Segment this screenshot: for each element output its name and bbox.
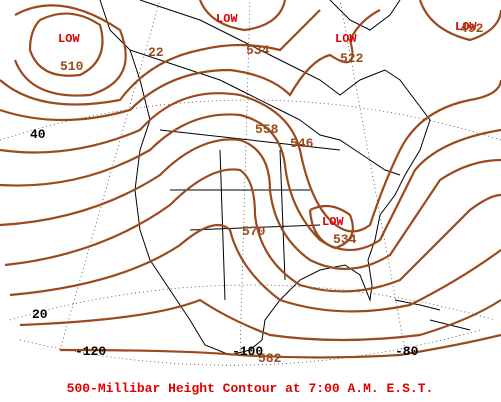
contour-label: 534	[246, 43, 270, 58]
grid-label: -80	[395, 344, 419, 359]
low-label: LOW	[58, 32, 80, 46]
contour-label: 582	[258, 351, 282, 366]
contour-label: 492	[460, 21, 484, 36]
contour-label: 534	[333, 232, 357, 247]
contour-label: 522	[340, 51, 364, 66]
low-label: LOW	[216, 12, 238, 26]
contour-label: 570	[242, 224, 266, 239]
grid-label: -120	[75, 344, 106, 359]
contour-labels: 510 22 534 522 492 558 546 570 534 582	[60, 21, 484, 366]
low-labels: LOW LOW LOW LOW LOW	[58, 12, 477, 229]
contour-label: 558	[255, 122, 279, 137]
low-label: LOW	[455, 20, 477, 34]
contour-label: 22	[148, 45, 164, 60]
low-label: LOW	[322, 215, 344, 229]
low-label: LOW	[335, 32, 357, 46]
grid-label: 40	[30, 127, 46, 142]
grid-labels: 40 20 -120 -100 -80	[30, 127, 419, 359]
contours	[0, 0, 501, 359]
contour-label: 510	[60, 59, 84, 74]
coastlines	[99, 0, 471, 356]
grid-label: 20	[32, 307, 48, 322]
contour-label: 546	[290, 136, 314, 151]
map-title: 500-Millibar Height Contour at 7:00 A.M.…	[67, 381, 434, 396]
grid-label: -100	[232, 344, 263, 359]
